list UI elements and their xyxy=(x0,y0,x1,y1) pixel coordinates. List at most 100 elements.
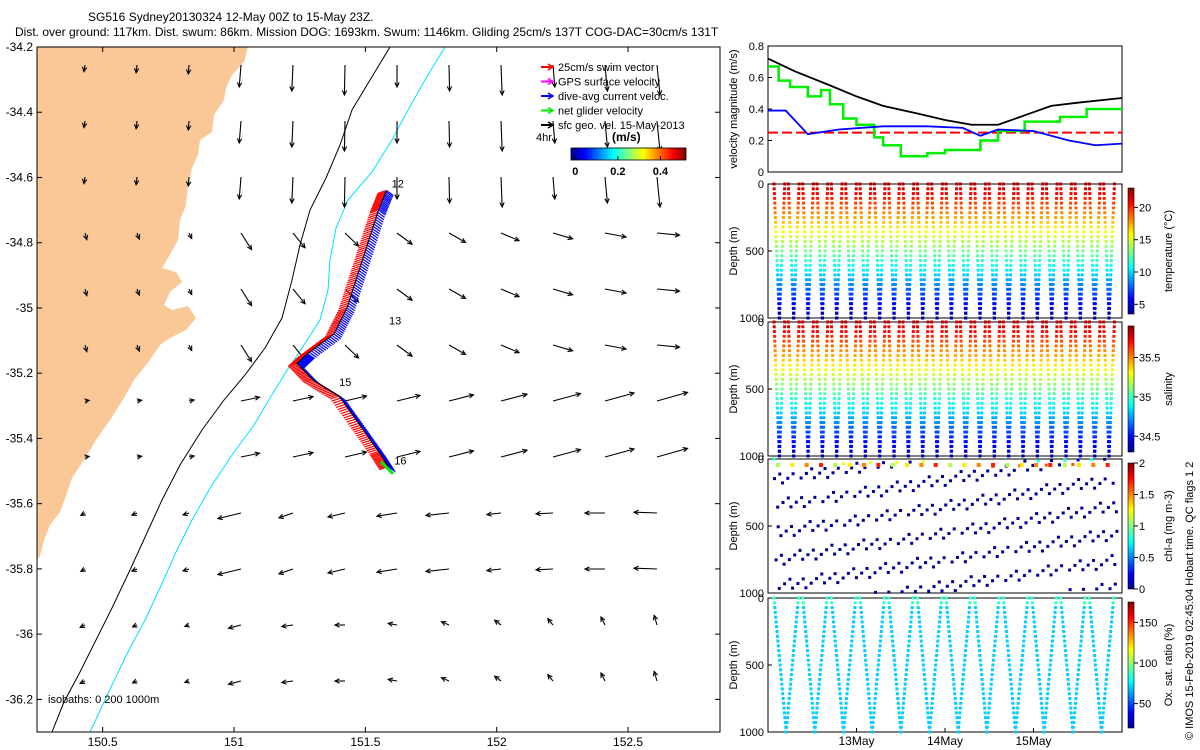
data-point xyxy=(1068,354,1072,357)
vector-shaft xyxy=(600,616,606,626)
data-point xyxy=(915,537,919,541)
vector-head xyxy=(79,623,86,628)
data-point xyxy=(1104,244,1108,248)
data-point xyxy=(968,358,972,362)
data-point xyxy=(801,330,805,334)
data-point xyxy=(834,297,838,301)
data-point xyxy=(839,706,843,710)
data-point xyxy=(1065,668,1069,672)
data-point xyxy=(996,368,1000,372)
dive-avg-current xyxy=(384,194,393,201)
data-point xyxy=(897,201,901,205)
data-point xyxy=(1020,287,1024,291)
data-point xyxy=(905,416,909,420)
data-point xyxy=(975,249,979,253)
data-point xyxy=(895,460,899,464)
data-point xyxy=(990,387,994,391)
data-point xyxy=(1039,373,1043,377)
data-point xyxy=(822,278,826,282)
data-point xyxy=(815,187,819,191)
data-point xyxy=(954,349,958,353)
data-point xyxy=(805,292,809,296)
data-point xyxy=(808,500,812,504)
isobath-note: isobaths: 0 200 1000m xyxy=(48,694,159,706)
data-point xyxy=(874,363,878,367)
data-point xyxy=(836,421,840,424)
swim-vector xyxy=(346,281,356,286)
data-point xyxy=(1050,311,1054,315)
data-point xyxy=(823,377,827,381)
data-point xyxy=(860,373,864,377)
data-point xyxy=(910,216,914,219)
data-point xyxy=(936,297,940,301)
data-point xyxy=(953,220,957,224)
data-point xyxy=(901,701,905,705)
data-point xyxy=(776,278,780,282)
data-point xyxy=(930,182,934,186)
data-point xyxy=(1044,463,1048,467)
data-point xyxy=(779,268,783,272)
data-point xyxy=(791,297,795,301)
data-point xyxy=(880,259,884,263)
data-point xyxy=(999,469,1003,473)
data-point xyxy=(889,368,893,372)
data-point xyxy=(1054,601,1058,605)
data-point xyxy=(966,401,970,405)
data-point xyxy=(1095,677,1099,681)
data-point xyxy=(795,230,799,234)
data-point xyxy=(880,397,884,401)
data-point xyxy=(1019,268,1023,272)
data-point xyxy=(1103,358,1107,362)
data-point xyxy=(892,316,896,320)
data-point xyxy=(854,576,858,580)
data-point xyxy=(1020,292,1024,296)
data-point xyxy=(925,358,929,362)
data-point xyxy=(819,552,823,556)
data-point xyxy=(776,416,780,420)
data-point xyxy=(968,349,972,353)
data-point xyxy=(901,330,905,334)
data-point xyxy=(1024,610,1028,614)
data-point xyxy=(1080,421,1084,424)
data-point xyxy=(1065,297,1069,301)
data-point xyxy=(1065,435,1069,439)
data-point xyxy=(1091,406,1095,410)
dive-avg-current xyxy=(301,358,309,365)
swim-vector xyxy=(340,300,350,305)
data-point xyxy=(1008,673,1012,677)
data-point xyxy=(1068,220,1072,224)
data-point xyxy=(1020,663,1024,667)
data-point xyxy=(835,440,839,444)
data-point xyxy=(948,287,952,291)
data-point xyxy=(919,421,923,424)
data-point xyxy=(810,697,814,700)
data-point xyxy=(873,701,877,705)
swim-vector xyxy=(368,211,378,216)
data-point xyxy=(879,278,883,282)
data-point xyxy=(875,259,879,263)
data-point xyxy=(1076,392,1080,396)
data-point xyxy=(887,590,891,594)
data-point xyxy=(932,235,936,239)
data-point xyxy=(882,601,886,605)
data-point xyxy=(904,249,908,253)
data-point xyxy=(1072,544,1076,548)
data-point xyxy=(1039,692,1043,696)
data-point xyxy=(1105,268,1109,272)
data-point xyxy=(834,287,838,291)
data-point xyxy=(830,330,834,334)
data-point xyxy=(1059,320,1063,324)
data-point xyxy=(870,542,874,546)
data-point xyxy=(847,406,851,410)
data-point xyxy=(857,543,860,547)
dive-avg-current xyxy=(343,313,352,320)
swim-vector xyxy=(358,242,369,247)
vector-head xyxy=(353,353,360,359)
data-point xyxy=(833,572,837,576)
data-point xyxy=(836,581,840,585)
dive-avg-current xyxy=(341,316,350,323)
data-point xyxy=(833,411,837,415)
swim-vector xyxy=(376,192,386,197)
data-point xyxy=(1096,534,1100,538)
data-point xyxy=(888,606,892,610)
